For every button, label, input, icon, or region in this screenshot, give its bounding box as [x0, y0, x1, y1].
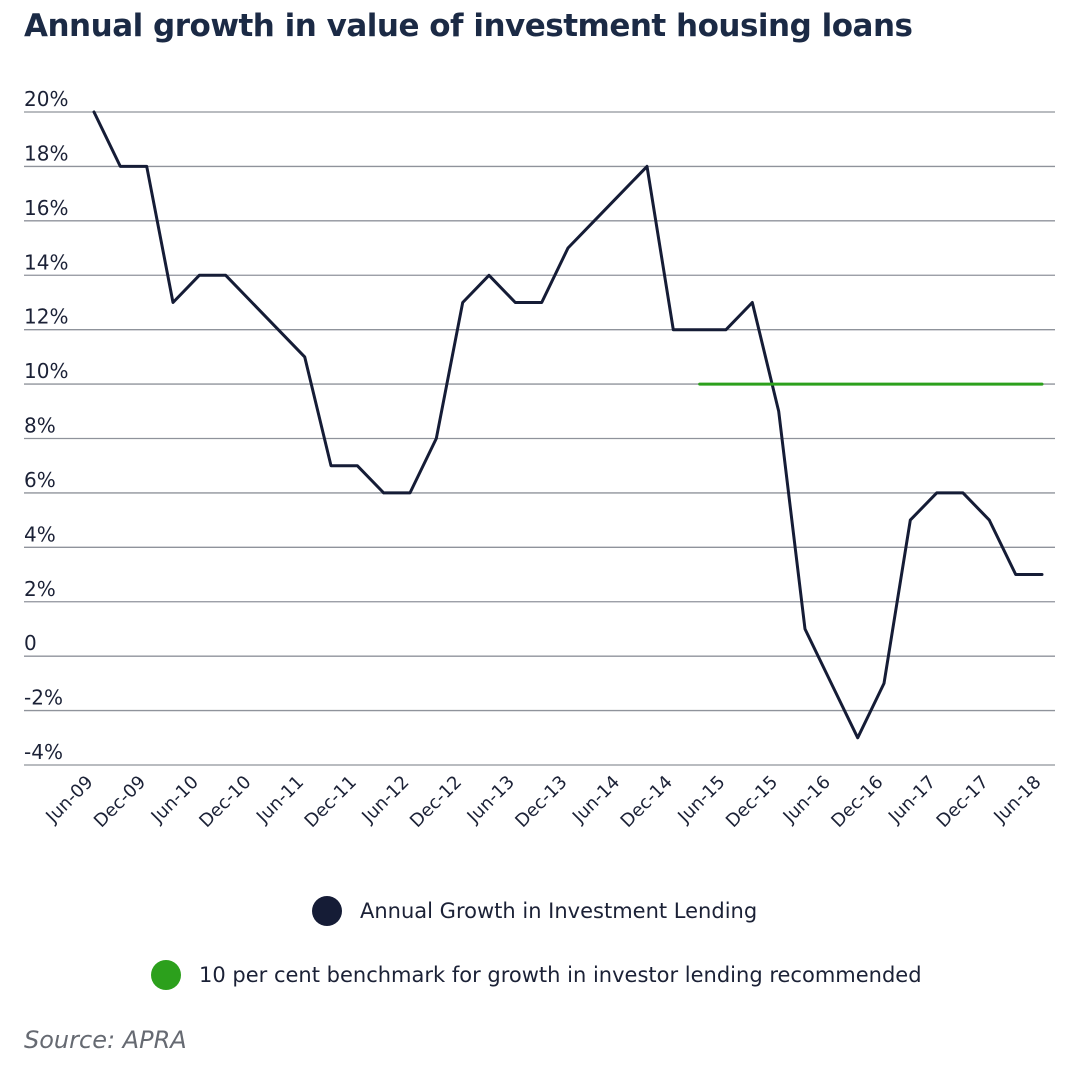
legend-label-investment-lending: Annual Growth in Investment Lending	[360, 899, 758, 923]
grid-lines	[24, 111, 1055, 766]
x-tick-label: Dec-16	[827, 772, 887, 832]
chart-title: Annual growth in value of investment hou…	[24, 8, 913, 44]
legend-swatch-investment-lending	[312, 896, 342, 926]
source-note: Source: APRA	[24, 1026, 187, 1054]
x-tick-label: Jun-10	[147, 772, 203, 828]
series-lines	[92, 110, 1044, 740]
legend-item-investment-lending: Annual Growth in Investment Lending	[312, 896, 757, 926]
y-tick-label: 10%	[24, 359, 68, 383]
x-tick-label: Dec-11	[301, 772, 361, 832]
x-tick-label: Dec-09	[90, 772, 150, 832]
x-tick-label: Jun-09	[41, 772, 97, 828]
y-tick-label: -2%	[24, 686, 63, 710]
legend-label-benchmark: 10 per cent benchmark for growth in inve…	[199, 963, 922, 987]
x-axis-ticks: Jun-09Dec-09Jun-10Dec-10Jun-11Dec-11Jun-…	[41, 772, 1045, 832]
chart-area: 20% 18% 16% 14% 12% 10% 8% 6% 4% 2% 0 -2% -4% Jun-09…	[24, 87, 1055, 832]
x-tick-label: Dec-13	[511, 772, 571, 832]
y-tick-label: 14%	[24, 250, 68, 274]
x-tick-label: Jun-18	[989, 772, 1045, 828]
y-tick-label: 12%	[24, 305, 68, 329]
x-tick-label: Dec-14	[617, 772, 677, 832]
x-tick-label: Dec-12	[406, 772, 466, 832]
y-tick-label: 16%	[24, 196, 68, 220]
series-line-investment-lending	[92, 110, 1044, 740]
x-tick-label: Dec-15	[722, 772, 782, 832]
x-tick-label: Jun-12	[357, 772, 413, 828]
y-tick-label: 18%	[24, 141, 68, 165]
x-tick-label: Jun-11	[252, 772, 308, 828]
x-tick-label: Jun-13	[463, 772, 519, 828]
y-tick-label: 6%	[24, 468, 56, 492]
x-tick-label: Jun-14	[568, 772, 624, 828]
x-tick-label: Jun-16	[779, 772, 835, 828]
y-tick-label: 0	[24, 631, 37, 655]
y-tick-label: 8%	[24, 414, 56, 438]
y-tick-label: 20%	[24, 87, 68, 111]
y-tick-label: 2%	[24, 577, 56, 601]
legend-swatch-benchmark	[151, 960, 181, 990]
y-tick-label: 4%	[24, 522, 56, 546]
legend-item-benchmark: 10 per cent benchmark for growth in inve…	[151, 960, 922, 990]
x-tick-label: Dec-10	[195, 772, 255, 832]
x-tick-label: Dec-17	[933, 772, 993, 832]
y-axis-ticks: 20% 18% 16% 14% 12% 10% 8% 6% 4% 2% 0 -2% -4%	[24, 87, 68, 764]
y-tick-label: -4%	[24, 740, 63, 764]
x-tick-label: Jun-17	[884, 772, 940, 828]
x-tick-label: Jun-15	[673, 772, 729, 828]
